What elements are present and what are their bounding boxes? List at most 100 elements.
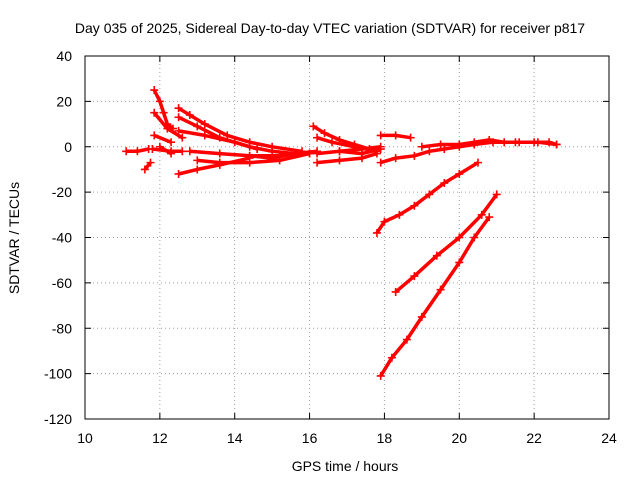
- data-point: [167, 149, 176, 158]
- data-point: [417, 142, 426, 151]
- series-arc-25: [376, 213, 494, 380]
- data-point: [376, 131, 385, 140]
- y-tick-label: -40: [52, 230, 72, 246]
- x-tick-label: 12: [152, 430, 168, 446]
- data-point: [245, 151, 254, 160]
- x-tick-label: 18: [377, 430, 393, 446]
- series-line: [316, 151, 378, 165]
- data-point: [335, 147, 344, 156]
- series-arc-14: [245, 147, 322, 163]
- data-point: [410, 151, 419, 160]
- data-point: [155, 142, 164, 151]
- data-point: [492, 190, 501, 199]
- data-point: [268, 147, 277, 156]
- x-tick-label: 20: [451, 430, 467, 446]
- series-line: [249, 149, 318, 160]
- data-point: [474, 158, 482, 167]
- data-point: [432, 251, 441, 260]
- data-point: [500, 138, 509, 147]
- data-point: [391, 287, 400, 296]
- y-axis-label: SDTVAR / TECUs: [6, 182, 22, 294]
- data-point: [200, 131, 209, 140]
- data-point: [380, 217, 389, 226]
- data-point: [328, 138, 337, 147]
- series-line: [153, 133, 172, 144]
- series-arc-11: [174, 154, 254, 178]
- series-line: [380, 140, 557, 165]
- data-point: [376, 158, 385, 167]
- data-point: [215, 149, 224, 158]
- data-point: [268, 154, 277, 163]
- series-line: [158, 145, 173, 156]
- x-tick-label: 16: [302, 430, 318, 446]
- data-point: [455, 169, 464, 178]
- y-tick-label: -20: [52, 184, 72, 200]
- series-line: [178, 129, 258, 151]
- data-point: [313, 149, 322, 158]
- data-point: [552, 140, 561, 149]
- data-point: [372, 228, 381, 237]
- chart-title: Day 035 of 2025, Sidereal Day-to-day VTE…: [75, 20, 585, 36]
- data-point: [425, 147, 434, 156]
- data-point: [290, 149, 299, 158]
- data-point: [140, 165, 149, 174]
- y-tick-label: -100: [44, 366, 72, 382]
- y-tick-label: 40: [56, 48, 72, 64]
- data-point: [515, 138, 524, 147]
- axis-ticks: 10 12 14 16 18 20 22 24 -120 -100 -80 -60 -40 -20 0 20 4…: [44, 48, 617, 446]
- series-arc-10: [174, 126, 262, 154]
- data-point: [174, 113, 183, 122]
- data-point: [313, 158, 322, 167]
- data-point: [410, 201, 419, 210]
- data-point: [245, 158, 254, 167]
- data-series: [122, 86, 561, 380]
- series-arc-20: [376, 131, 415, 142]
- data-point: [200, 120, 209, 129]
- series-line: [379, 216, 491, 377]
- data-point: [357, 149, 366, 158]
- series-arc-19: [335, 145, 385, 158]
- data-point: [159, 108, 168, 117]
- data-point: [545, 138, 554, 147]
- data-point: [155, 97, 164, 106]
- data-point: [174, 126, 183, 135]
- data-point: [150, 108, 159, 117]
- data-point: [133, 147, 142, 156]
- data-point: [178, 133, 187, 142]
- data-point: [150, 131, 159, 140]
- data-point: [455, 140, 464, 149]
- y-tick-label: -60: [52, 275, 72, 291]
- series-arc-4: [150, 108, 187, 142]
- data-point: [320, 129, 329, 138]
- series-line: [421, 138, 558, 149]
- y-tick-label: 0: [64, 139, 72, 155]
- series-arc-5: [150, 131, 176, 147]
- data-point: [530, 138, 539, 147]
- data-point: [215, 158, 224, 167]
- y-tick-label: -120: [44, 411, 72, 427]
- data-point: [146, 158, 155, 167]
- data-point: [313, 133, 322, 142]
- data-point: [477, 210, 486, 219]
- data-point: [376, 145, 385, 154]
- data-point: [309, 122, 318, 131]
- data-point: [335, 156, 344, 165]
- series-arc-23: [372, 158, 482, 237]
- data-point: [253, 145, 262, 154]
- data-point: [193, 165, 202, 174]
- data-point: [167, 138, 176, 147]
- data-point: [436, 285, 445, 294]
- data-point: [455, 233, 464, 242]
- data-point: [406, 133, 415, 142]
- data-point: [470, 138, 479, 147]
- series-line: [316, 145, 381, 156]
- data-point: [174, 104, 183, 113]
- data-point: [174, 169, 183, 178]
- data-point: [185, 147, 194, 156]
- data-point: [193, 156, 202, 165]
- data-point: [193, 122, 202, 131]
- data-point: [425, 190, 434, 199]
- series-line: [143, 161, 152, 171]
- series-line: [375, 161, 479, 234]
- data-point: [150, 86, 159, 95]
